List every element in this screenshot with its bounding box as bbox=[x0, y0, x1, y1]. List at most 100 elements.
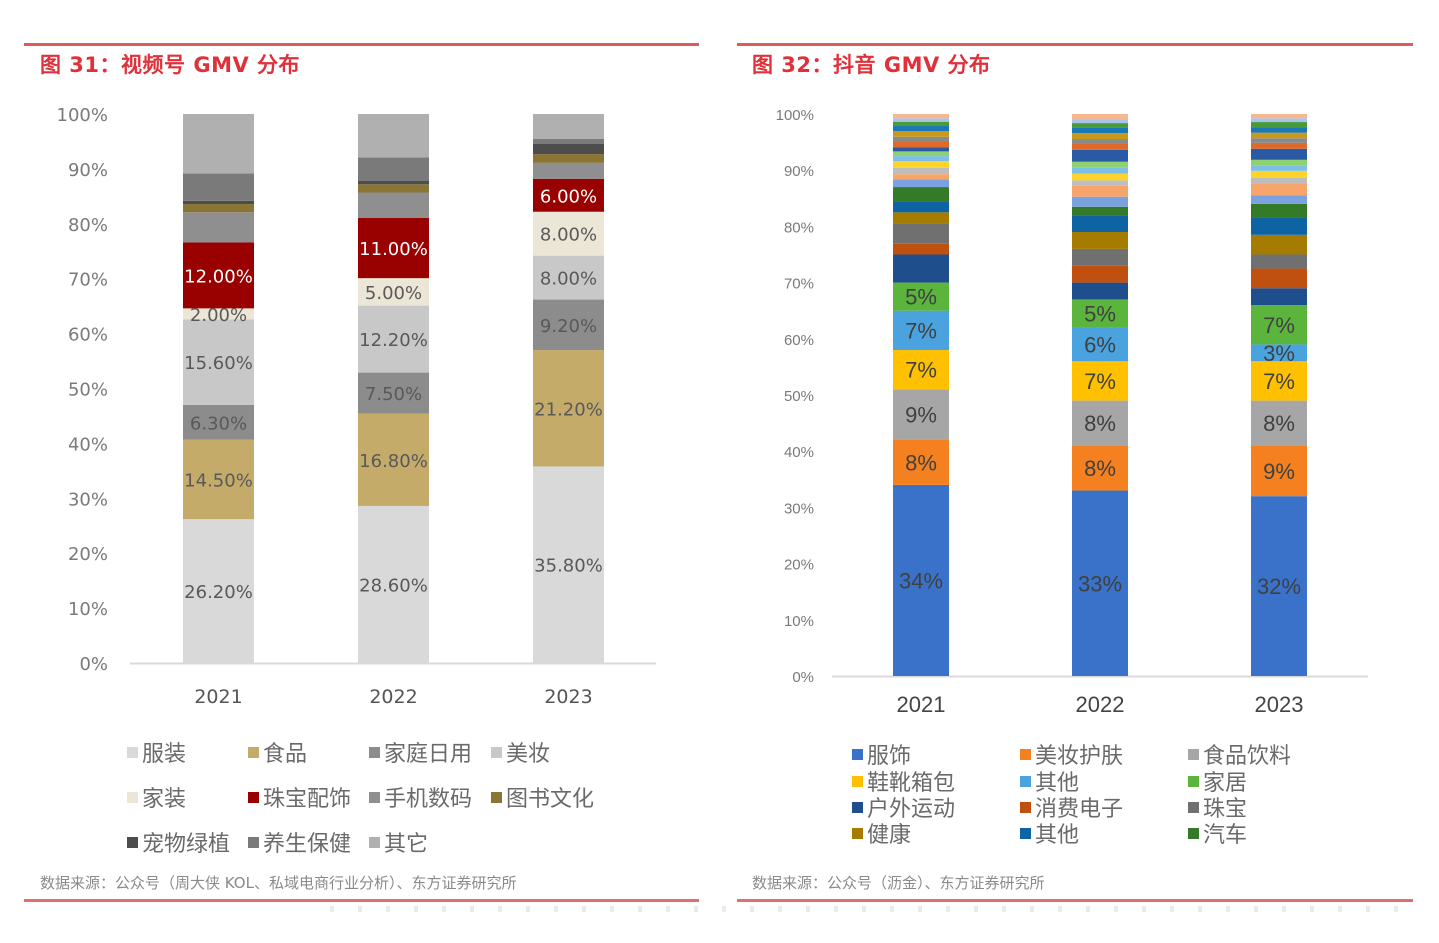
bar-segment bbox=[1251, 217, 1307, 235]
bar-segment bbox=[183, 200, 254, 205]
bar-segment bbox=[893, 201, 949, 213]
bar-segment-minor bbox=[893, 151, 949, 157]
legend-item: 汽车 bbox=[1188, 817, 1247, 849]
bar-segment bbox=[893, 212, 949, 224]
bar-segment bbox=[183, 242, 254, 309]
legend-swatch bbox=[852, 801, 863, 813]
bar-segment bbox=[533, 299, 604, 351]
bar-segment bbox=[183, 204, 254, 213]
legend-item: 其他 bbox=[1020, 817, 1079, 849]
legend-swatch bbox=[1020, 775, 1031, 787]
bar-segment-minor bbox=[1072, 127, 1128, 134]
data-label: 14.50% bbox=[184, 470, 253, 491]
y-tick-label: 40% bbox=[784, 444, 814, 461]
bar-segment-minor bbox=[1251, 170, 1307, 178]
legend-label: 手机数码 bbox=[384, 787, 473, 812]
data-label: 33% bbox=[1078, 571, 1122, 596]
bar-stack-2023: 35.80% 21.20% 9.20% 8.00% 8.00% 6.00% bbox=[533, 114, 604, 663]
data-label: 7% bbox=[905, 318, 937, 343]
bar-segment-minor bbox=[893, 141, 949, 148]
legend-swatch bbox=[1020, 748, 1031, 760]
legend-item: 美妆 bbox=[491, 736, 550, 768]
legend-item: 美妆护肤 bbox=[1020, 738, 1123, 770]
bar-segment bbox=[893, 282, 949, 311]
bar-segment bbox=[183, 439, 254, 520]
bar-segment bbox=[183, 404, 254, 440]
bar-segment bbox=[1251, 445, 1307, 497]
legend-item: 消费电子 bbox=[1020, 791, 1123, 823]
legend-swatch bbox=[852, 827, 863, 839]
bar-segment bbox=[1251, 203, 1307, 218]
bar-segment bbox=[893, 254, 949, 283]
left-chart-title: 图 31：视频号 GMV 分布 bbox=[40, 53, 301, 77]
bar-segment bbox=[533, 466, 604, 663]
bar-segment bbox=[893, 439, 949, 485]
data-label: 5% bbox=[905, 285, 937, 310]
x-tick-label: 2022 bbox=[1076, 692, 1125, 717]
y-tick-label: 50% bbox=[68, 380, 108, 401]
data-label: 9.20% bbox=[540, 316, 597, 337]
data-label: 8% bbox=[1263, 411, 1295, 436]
bar-segment bbox=[1072, 206, 1128, 216]
data-label: 7% bbox=[1263, 369, 1295, 394]
legend-label: 服装 bbox=[142, 742, 187, 767]
legend-label: 户外运动 bbox=[867, 797, 956, 822]
bar-segment bbox=[533, 178, 604, 212]
bar-segment bbox=[1251, 400, 1307, 446]
legend-swatch bbox=[369, 746, 380, 758]
bar-segment-minor bbox=[1251, 195, 1307, 204]
legend-swatch bbox=[248, 791, 259, 803]
legend-swatch bbox=[127, 791, 138, 803]
legend-item: 珠宝配饰 bbox=[248, 781, 351, 813]
legend-label: 珠宝配饰 bbox=[263, 787, 352, 812]
legend-item: 户外运动 bbox=[852, 791, 955, 823]
legend-swatch bbox=[1020, 801, 1031, 813]
bar-segment bbox=[1072, 282, 1128, 300]
bar-segment-minor bbox=[1072, 180, 1128, 186]
legend-swatch bbox=[248, 836, 259, 848]
y-tick-label: 90% bbox=[68, 160, 108, 181]
bar-segment-minor bbox=[1251, 132, 1307, 139]
bar-segment-minor bbox=[893, 167, 949, 175]
data-label: 7.50% bbox=[365, 384, 422, 405]
legend-label: 养生保健 bbox=[263, 832, 352, 857]
bar-segment-minor bbox=[893, 161, 949, 168]
bar-segment-minor bbox=[893, 147, 949, 152]
bar-segment bbox=[1072, 445, 1128, 491]
legend-label: 其他 bbox=[1035, 823, 1080, 848]
data-label: 7% bbox=[1084, 369, 1116, 394]
data-label: 12.00% bbox=[184, 266, 253, 287]
data-label: 26.20% bbox=[184, 582, 253, 603]
bar-segment-minor bbox=[893, 118, 949, 122]
data-label: 8.00% bbox=[540, 225, 597, 246]
bar-segment bbox=[358, 157, 429, 181]
bar-stack-2021: 26.20% 14.50% 6.30% 15.60% 2.00% 12.00% bbox=[183, 114, 254, 663]
bar-segment bbox=[358, 278, 429, 306]
bar-segment bbox=[1072, 299, 1128, 328]
legend-item: 其它 bbox=[369, 826, 428, 858]
bar-segment bbox=[1251, 361, 1307, 401]
bar-segment bbox=[533, 154, 604, 163]
bar-segment bbox=[893, 389, 949, 440]
y-tick-label: 80% bbox=[68, 215, 108, 236]
legend-swatch bbox=[1188, 748, 1199, 760]
data-label: 16.80% bbox=[359, 451, 428, 472]
bar-segment bbox=[358, 180, 429, 185]
bar-segment-minor bbox=[1251, 114, 1307, 119]
bar-segment-minor bbox=[893, 179, 949, 188]
legend-label: 食品饮料 bbox=[1203, 744, 1292, 769]
legend-item: 养生保健 bbox=[248, 826, 351, 858]
bar-segment bbox=[533, 114, 604, 139]
bar-segment bbox=[358, 305, 429, 373]
bar-segment bbox=[893, 187, 949, 202]
bar-segment bbox=[533, 211, 604, 256]
bar-segment bbox=[533, 138, 604, 144]
y-tick-label: 70% bbox=[68, 270, 108, 291]
bar-segment bbox=[1251, 254, 1307, 269]
y-tick-label: 10% bbox=[68, 599, 108, 620]
x-tick-label: 2023 bbox=[544, 686, 592, 708]
bar-segment bbox=[358, 505, 429, 663]
legend-label: 服饰 bbox=[867, 744, 912, 769]
legend-label: 汽车 bbox=[1203, 823, 1248, 848]
data-label: 12.20% bbox=[359, 330, 428, 351]
